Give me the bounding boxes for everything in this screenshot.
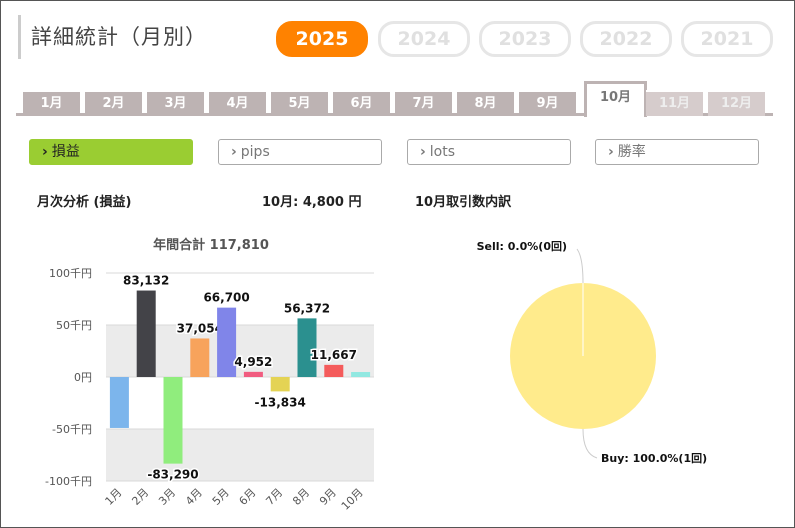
year-button-2021[interactable]: 2021 [681,21,773,57]
bar [243,371,263,377]
tab-month-11[interactable]: 11月 [646,90,703,116]
chevron-right-icon: › [420,144,426,160]
year-button-2024[interactable]: 2024 [378,21,470,57]
data-label: 66,700 [203,291,249,305]
x-tick-label: 2月 [129,486,151,508]
data-label: -83,290 [147,468,198,482]
y-tick-label: 50千円 [56,319,92,332]
tab-month-8[interactable]: 8月 [457,90,514,116]
analysis-title: 月次分析 (損益) [37,195,132,210]
x-tick-label: 7月 [263,486,285,508]
metric-button-pips[interactable]: › pips [218,139,382,165]
sell-connector [576,248,584,284]
y-tick-label: -50千円 [52,423,92,436]
sell-label: Sell: 0.0%(0回) [477,239,567,253]
year-button-2023[interactable]: 2023 [479,21,571,57]
month-tabs-baseline [16,113,773,116]
bar [270,377,290,392]
tab-month-7[interactable]: 7月 [395,90,452,116]
tab-month-12[interactable]: 12月 [708,90,765,116]
chevron-right-icon: › [608,144,614,160]
buy-label: Buy: 100.0%(1回) [601,451,707,465]
year-button-2025[interactable]: 2025 [276,21,368,57]
chart-title: 年間合計 117,810 [153,237,269,253]
page-title: 詳細統計（月別） [31,25,207,49]
x-tick-label: 3月 [156,486,178,508]
data-label: 11,667 [311,348,357,362]
metric-label: 勝率 [617,144,646,160]
bar [190,338,210,377]
data-label: 83,132 [123,274,169,288]
year-button-2022[interactable]: 2022 [580,21,672,57]
metric-label: lots [429,144,456,160]
tab-month-4[interactable]: 4月 [209,90,266,116]
tab-month-6[interactable]: 6月 [333,90,390,116]
plot-band [106,429,374,481]
x-tick-label: 5月 [210,486,232,508]
bar [217,307,237,377]
tab-month-1[interactable]: 1月 [23,90,80,116]
data-label: -13,834 [255,395,306,409]
data-label: 4,952 [234,355,272,369]
title-accent-bar [18,15,21,59]
metric-button-winrate[interactable]: › 勝率 [595,139,759,165]
x-tick-label: 10月 [339,486,366,513]
x-tick-label: 6月 [237,486,259,508]
bar [136,290,156,377]
bar [163,377,183,464]
tab-month-5[interactable]: 5月 [271,90,328,116]
trade-breakdown-pie-chart: Sell: 0.0%(0回) Buy: 100.0%(1回) [477,239,708,465]
x-tick-label: 1月 [103,486,125,508]
metric-label: 損益 [51,144,80,160]
bar [351,372,371,377]
month-total: 10月: 4,800 円 [262,195,362,210]
metric-button-lots[interactable]: › lots [407,139,571,165]
bar [109,377,129,428]
metric-button-profit[interactable]: › 損益 [29,139,193,165]
bar [297,318,317,377]
chevron-right-icon: › [231,144,237,160]
buy-connector [582,428,598,459]
data-label: 56,372 [284,301,330,315]
monthly-bar-chart: 100千円 50千円 0円 -50千円 -100千円 年間合計 117,810 1月 83,1… [45,237,374,513]
tab-month-10[interactable]: 10月 [584,81,647,117]
data-label: 37,054 [177,321,223,335]
tab-month-9[interactable]: 9月 [519,90,576,116]
x-tick-label: 8月 [290,486,312,508]
y-tick-label: 100千円 [49,267,92,280]
breakdown-title: 10月取引数内訳 [415,195,512,210]
metric-label: pips [240,144,270,160]
tab-month-3[interactable]: 3月 [147,90,204,116]
chevron-right-icon: › [42,144,48,160]
y-tick-label: 0円 [74,371,92,384]
x-tick-label: 4月 [183,486,205,508]
y-tick-label: -100千円 [45,475,92,488]
x-tick-label: 9月 [317,486,339,508]
bar [324,364,344,377]
tab-month-2[interactable]: 2月 [85,90,142,116]
